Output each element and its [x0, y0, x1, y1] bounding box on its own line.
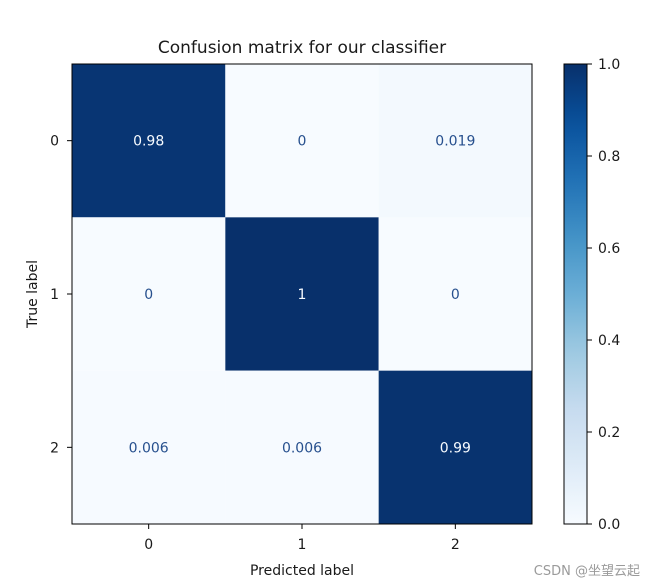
watermark: CSDN @坐望云起: [533, 564, 640, 579]
matrix-cell-r2-c2: [378, 370, 532, 524]
colorbar-tick-label: 1.0: [598, 57, 620, 73]
cell-value-label-r0-c1: 0: [298, 134, 307, 150]
cell-value-label-r1-c2: 0: [451, 287, 460, 303]
colorbar-tick-label: 0.2: [598, 425, 620, 441]
x-axis-ticks: 0 1 2: [144, 524, 460, 553]
cell-value-label-r2-c0: 0.006: [129, 440, 169, 456]
x-axis-label: Predicted label: [250, 563, 354, 579]
y-tick-label: 0: [50, 134, 59, 150]
colorbar-tick-label: 0.8: [598, 149, 620, 165]
x-tick-label: 0: [144, 537, 153, 553]
chart-title: Confusion matrix for our classifier: [158, 38, 446, 58]
matrix-cell-r0-c2: [378, 64, 532, 218]
matrix-cell-r1-c0: [72, 217, 226, 371]
x-tick-label: 2: [451, 537, 460, 553]
colorbar-tick-label: 0.4: [598, 333, 620, 349]
x-tick-label: 1: [298, 537, 307, 553]
cell-value-label-r1-c1: 1: [298, 287, 307, 303]
cell-value-label-r0-c2: 0.019: [435, 134, 475, 150]
matrix-cell-labels: 0.98 0 0.019 0 1 0 0.006 0.006 0.99: [129, 134, 476, 457]
colorbar-ticks: 0.0 0.2 0.4 0.6 0.8 1.0: [587, 57, 620, 533]
y-axis-label: True label: [25, 260, 41, 329]
cell-value-label-r0-c0: 0.98: [133, 134, 164, 150]
matrix-cell-r1-c2: [378, 217, 532, 371]
y-tick-label: 1: [50, 287, 59, 303]
matrix-cell-r2-c0: [72, 370, 226, 524]
colorbar-tick-label: 0.0: [598, 517, 620, 533]
cell-value-label-r1-c0: 0: [144, 287, 153, 303]
matrix-cell-r1-c1: [225, 217, 379, 371]
matrix-cell-r0-c1: [225, 64, 379, 218]
cell-value-label-r2-c2: 0.99: [440, 440, 471, 456]
matrix-cell-r2-c1: [225, 370, 379, 524]
matrix-cells: [72, 64, 532, 524]
cell-value-label-r2-c1: 0.006: [282, 440, 322, 456]
y-tick-label: 2: [50, 440, 59, 456]
colorbar: [563, 63, 588, 525]
matrix-cell-r0-c0: [72, 64, 226, 218]
colorbar-tick-label: 0.6: [598, 241, 620, 257]
y-axis-ticks: 0 1 2: [50, 134, 72, 456]
